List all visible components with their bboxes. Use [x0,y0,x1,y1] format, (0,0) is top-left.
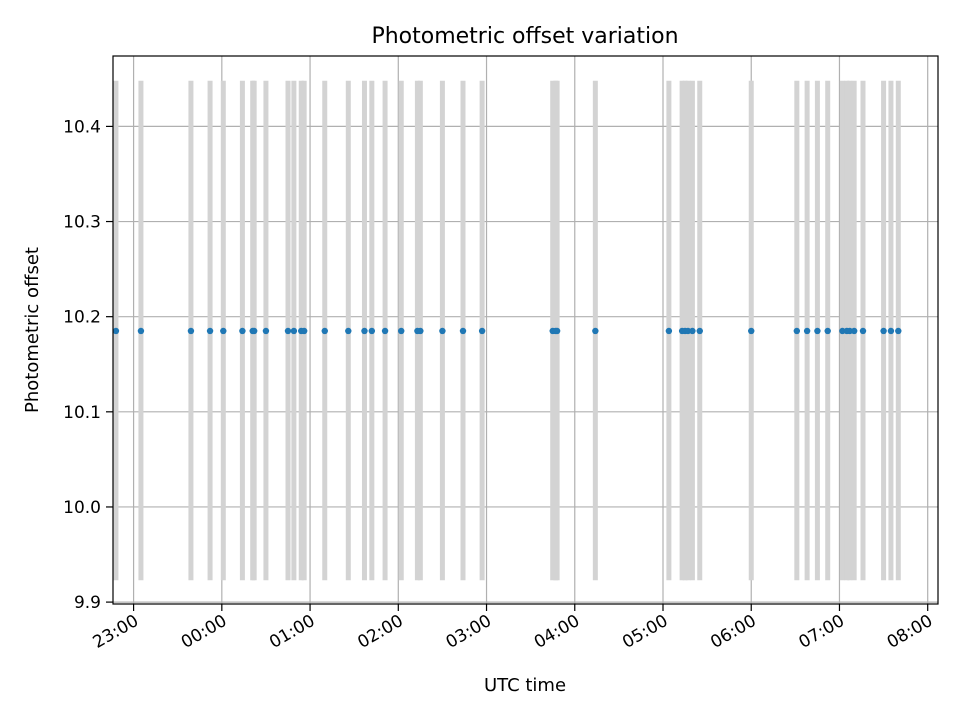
data-point [880,327,887,335]
data-point [846,327,853,335]
y-tick-label: 10.2 [63,308,101,328]
plot-frame [112,55,939,605]
data-point [250,327,258,335]
data-point [684,327,692,335]
x-axis-label: UTC time [484,675,566,696]
data-point [284,327,292,335]
chart-title: Photometric offset variation [371,24,678,49]
data-points [112,327,902,335]
y-axis-label: Photometric offset [22,247,43,413]
data-point [665,327,673,335]
data-point [361,327,368,335]
data-point [381,327,389,335]
data-point [887,327,895,335]
data-point [793,327,801,335]
data-point [859,327,867,335]
data-point [439,327,446,335]
data-point [417,327,424,335]
data-point [803,327,811,335]
data-point [220,327,227,335]
data-point [187,327,195,335]
data-point [239,327,246,335]
data-point [553,327,561,335]
data-point [262,327,270,335]
data-point [696,327,703,335]
data-point [345,327,352,335]
data-point [206,327,214,335]
data-point [478,327,486,335]
data-point [814,327,821,335]
data-point [368,327,376,335]
y-tick-label: 10.0 [63,498,101,518]
y-tick-label: 10.1 [63,403,101,423]
y-tick-label: 10.4 [63,117,101,137]
data-point [592,327,599,335]
data-point [824,327,831,335]
data-point [748,327,755,335]
data-point [321,327,328,335]
data-point [112,327,120,335]
data-point [850,327,858,335]
y-tick-label: 10.3 [63,213,101,233]
data-point [137,327,145,335]
y-tick-label: 9.9 [74,593,101,613]
data-point [300,327,308,335]
y-axis-ticks: 9.9 10.0 10.1 10.2 10.3 10.4 [63,117,113,613]
data-point [839,327,846,335]
data-point [398,327,405,335]
data-point [459,327,467,335]
data-point [895,327,902,335]
data-point [689,327,696,335]
data-point [290,327,298,335]
plot-area [113,56,938,604]
